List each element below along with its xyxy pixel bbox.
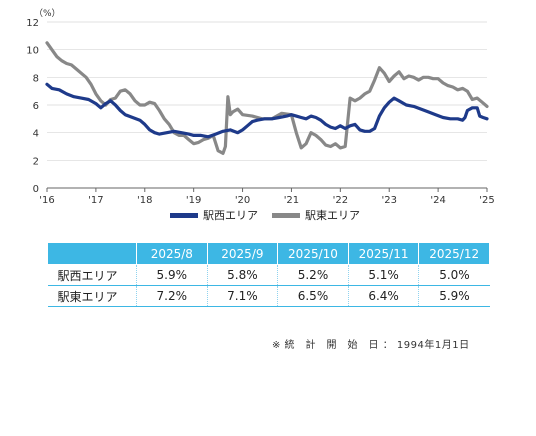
y-tick-label: 4 xyxy=(33,129,39,140)
x-tick-label: '21 xyxy=(284,195,299,205)
line-chart: （%） 0 2 4 6 8 10 12 '16 '17 '18 '19 '20 '21 '22 '23 '2… xyxy=(26,8,495,205)
table-cell: 5.8% xyxy=(207,264,279,286)
vacancy-rate-table: 2025/8 2025/9 2025/10 2025/11 2025/12 駅西… xyxy=(47,242,490,307)
x-tick-label: '16 xyxy=(39,195,54,205)
x-tick-label: '25 xyxy=(479,195,494,205)
legend-label-east: 駅東エリア xyxy=(305,209,360,222)
table-header-cell: 2025/9 xyxy=(206,242,279,265)
table-cell: 5.2% xyxy=(277,264,349,286)
statistics-start-note: ※ 統 計 開 始 日 ： 1994年1月1日 xyxy=(272,340,470,351)
legend-label-west: 駅西エリア xyxy=(203,209,258,222)
x-tick-label: '20 xyxy=(235,195,250,205)
table-header-cell xyxy=(47,242,137,265)
y-tick-label: 8 xyxy=(33,73,39,84)
table-cell: 7.1% xyxy=(207,285,279,307)
table-cell: 5.0% xyxy=(418,264,490,286)
table-header-cell: 2025/10 xyxy=(277,242,349,265)
y-tick-label: 6 xyxy=(33,101,39,112)
x-tick-label: '23 xyxy=(381,195,396,205)
table-cell: 6.5% xyxy=(277,285,349,307)
table-row-label: 駅西エリア xyxy=(47,264,137,286)
legend-item-west: 駅西エリア xyxy=(170,207,258,223)
table-cell: 5.9% xyxy=(418,285,490,307)
table-header-row: 2025/8 2025/9 2025/10 2025/11 2025/12 xyxy=(47,242,490,265)
legend-swatch-west xyxy=(170,212,198,218)
x-tick-label: '24 xyxy=(430,195,445,205)
table-header-cell: 2025/12 xyxy=(418,242,490,265)
y-axis-ticks: 0 2 4 6 8 10 12 xyxy=(26,18,39,195)
x-tick-label: '18 xyxy=(137,195,152,205)
chart-legend: 駅西エリア 駅東エリア xyxy=(170,207,360,223)
legend-swatch-east xyxy=(272,212,300,218)
x-tick-label: '22 xyxy=(333,195,348,205)
y-tick-label: 12 xyxy=(26,18,39,29)
table-cell: 5.9% xyxy=(136,264,208,286)
x-tick-label: '17 xyxy=(88,195,103,205)
chart-series xyxy=(45,41,489,155)
table-row: 駅東エリア 7.2% 7.1% 6.5% 6.4% 5.9% xyxy=(47,285,490,307)
table-cell: 7.2% xyxy=(136,285,208,307)
table-row: 駅西エリア 5.9% 5.8% 5.2% 5.1% 5.0% xyxy=(47,264,490,286)
x-axis-ticks: '16 '17 '18 '19 '20 '21 '22 '23 '24 '25 xyxy=(39,188,495,205)
table-cell: 6.4% xyxy=(348,285,420,307)
table-cell: 5.1% xyxy=(348,264,420,286)
y-tick-label: 2 xyxy=(33,156,39,167)
table-row-label: 駅東エリア xyxy=(47,285,137,307)
y-axis-unit-label: （%） xyxy=(34,8,61,19)
y-tick-label: 10 xyxy=(26,46,39,57)
legend-item-east: 駅東エリア xyxy=(272,207,360,223)
series-line-east xyxy=(45,41,489,155)
table-header-cell: 2025/11 xyxy=(347,242,420,265)
x-tick-label: '19 xyxy=(186,195,201,205)
series-line-west xyxy=(45,82,489,139)
y-tick-label: 0 xyxy=(33,184,39,195)
table-header-cell: 2025/8 xyxy=(136,242,208,265)
